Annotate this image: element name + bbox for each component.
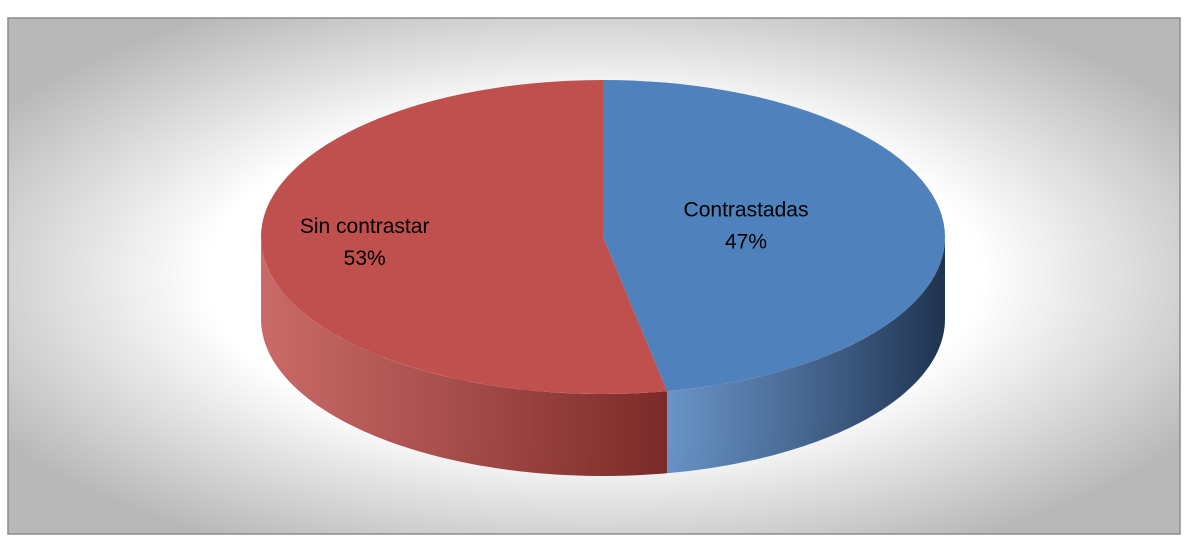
slice-label: Contrastadas bbox=[684, 198, 809, 221]
labels: Contrastadas 47% Sin contrastar 53% bbox=[300, 198, 809, 270]
pie bbox=[260, 80, 945, 476]
pie-slice-side bbox=[667, 237, 945, 474]
pie-slice-side bbox=[261, 237, 668, 476]
pie-slice bbox=[603, 80, 945, 392]
slice-label: Sin contrastar bbox=[300, 215, 430, 238]
pie-slice bbox=[260, 80, 668, 394]
slice-value-label: 47% bbox=[725, 230, 767, 253]
slice-value-label: 53% bbox=[344, 247, 386, 270]
